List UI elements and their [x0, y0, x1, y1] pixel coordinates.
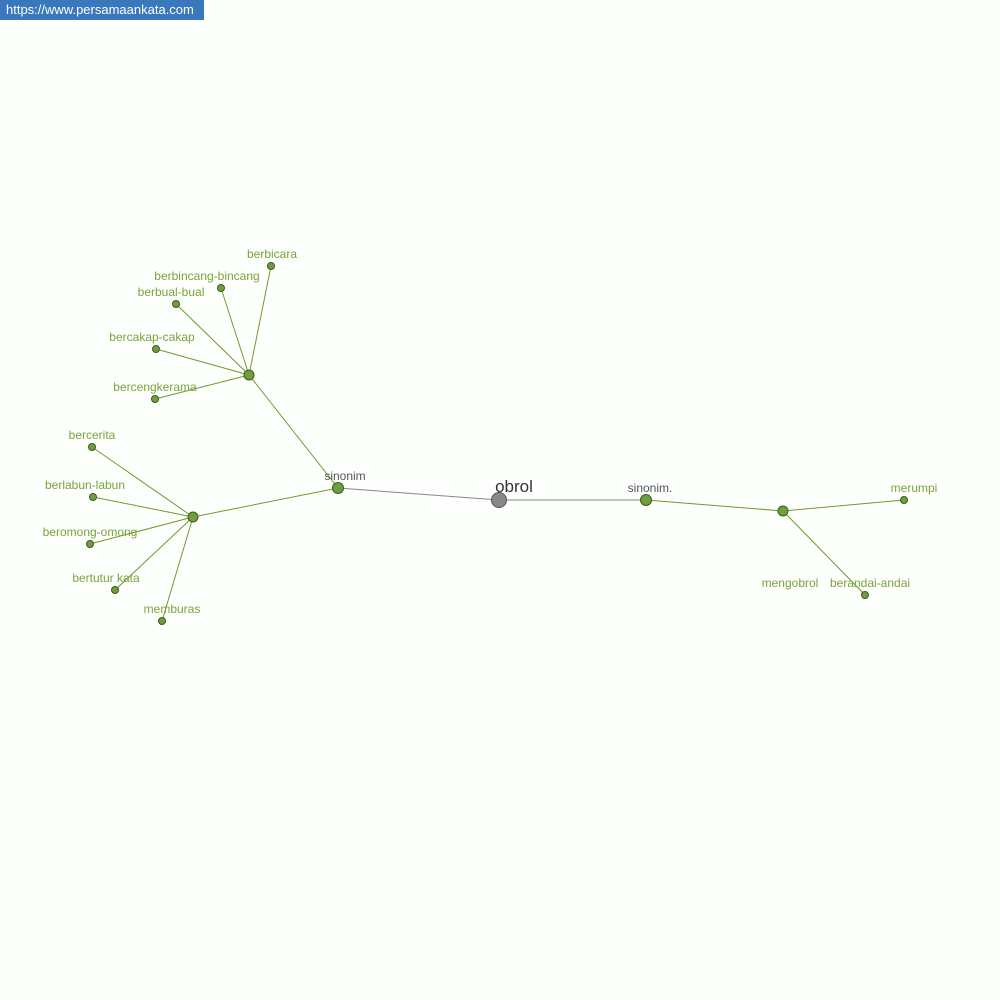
leaf-node[interactable]: [88, 443, 96, 451]
edge-h1-l3: [175, 303, 250, 376]
edge-h1-l2: [220, 287, 250, 376]
leaf-node[interactable]: [900, 496, 908, 504]
node-label[interactable]: berbicara: [247, 247, 297, 261]
node-label[interactable]: berbual-bual: [138, 285, 205, 299]
leaf-node[interactable]: [89, 493, 97, 501]
root-label: obrol: [495, 477, 533, 496]
leaf-node[interactable]: [86, 540, 94, 548]
edge-h2-l9: [114, 516, 194, 591]
leaf-node[interactable]: [111, 586, 119, 594]
node-label[interactable]: merumpi: [891, 481, 938, 495]
edge-h1-l1: [248, 265, 272, 376]
edge-s1-h2: [192, 487, 339, 518]
hub-node[interactable]: [640, 494, 652, 506]
leaf-node[interactable]: [151, 395, 159, 403]
node-label[interactable]: sinonim.: [628, 481, 673, 495]
node-label[interactable]: mengobrol: [762, 576, 819, 590]
edge-s1-h1: [248, 374, 339, 489]
edge-h2-l6: [91, 446, 194, 518]
node-label[interactable]: berbincang-bincang: [154, 269, 259, 283]
edge-h2-l10: [161, 516, 194, 622]
node-label[interactable]: beromong-omong: [43, 525, 138, 539]
edge-h2-l8: [89, 516, 194, 545]
leaf-node[interactable]: [172, 300, 180, 308]
leaf-node[interactable]: [152, 345, 160, 353]
edge-h3-l12: [782, 510, 866, 596]
node-label[interactable]: bercengkerama: [113, 380, 197, 394]
root-node[interactable]: [491, 492, 507, 508]
hub-node[interactable]: [243, 369, 255, 381]
edge-h1-l4: [155, 348, 250, 376]
edge-s2-h3: [645, 499, 784, 512]
edge-h3-l11: [782, 499, 905, 512]
node-label[interactable]: berandai-andai: [830, 576, 910, 590]
edge-h1-l5: [154, 374, 250, 400]
leaf-node[interactable]: [158, 617, 166, 625]
hub-node[interactable]: [332, 482, 344, 494]
hub-node[interactable]: [777, 505, 789, 517]
node-label[interactable]: bercerita: [69, 428, 116, 442]
node-label[interactable]: berlabun-labun: [45, 478, 125, 492]
leaf-node[interactable]: [267, 262, 275, 270]
edge-h2-l7: [92, 496, 194, 518]
site-url-badge[interactable]: https://www.persamaankata.com: [0, 0, 204, 20]
leaf-node[interactable]: [217, 284, 225, 292]
node-label[interactable]: bercakap-cakap: [109, 330, 195, 344]
node-label[interactable]: sinonim: [324, 469, 365, 483]
node-label[interactable]: memburas: [144, 602, 201, 616]
edge-obrol-s1: [337, 487, 500, 501]
leaf-node[interactable]: [861, 591, 869, 599]
hub-node[interactable]: [187, 511, 199, 523]
node-label[interactable]: bertutur kata: [72, 571, 140, 585]
